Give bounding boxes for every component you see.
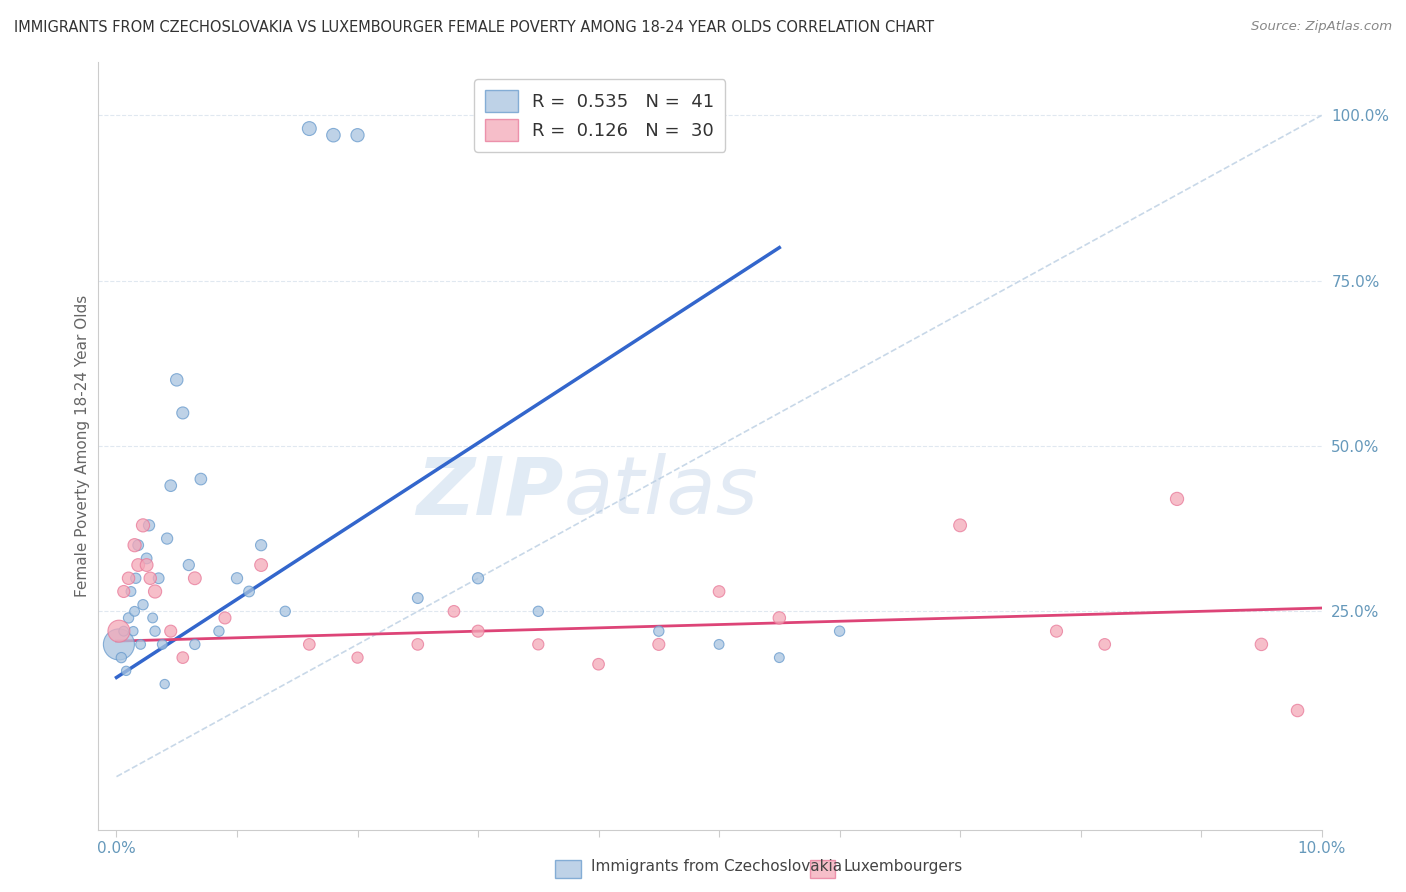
Point (1094, 637, 1116, 651)
Point (132, 598, 155, 612)
Point (115, 664, 138, 678)
Point (177, 558, 200, 572)
Point (184, 637, 207, 651)
Point (274, 604, 297, 618)
Point (250, 558, 273, 572)
Point (949, 518, 972, 533)
Point (125, 571, 148, 585)
Point (184, 571, 207, 585)
Point (406, 591, 429, 606)
Point (238, 584, 260, 599)
Point (148, 571, 170, 585)
Point (159, 478, 181, 492)
Point (226, 571, 249, 585)
Point (150, 637, 173, 651)
Point (467, 571, 489, 585)
Point (127, 558, 149, 572)
Point (156, 532, 179, 546)
Point (122, 624, 145, 639)
Point (298, 637, 321, 651)
Point (707, 584, 730, 599)
Point (214, 611, 236, 625)
Point (159, 624, 181, 639)
Text: Immigrants from Czechoslovakia: Immigrants from Czechoslovakia (591, 859, 842, 874)
Point (322, 128, 344, 143)
Point (124, 604, 146, 618)
Point (768, 611, 790, 625)
Text: atlas: atlas (564, 453, 758, 531)
Point (707, 637, 730, 651)
Point (828, 624, 851, 639)
Point (139, 571, 162, 585)
Text: Source: ZipAtlas.com: Source: ZipAtlas.com (1251, 20, 1392, 33)
Point (117, 571, 139, 585)
Point (127, 538, 149, 552)
Point (648, 624, 671, 639)
Point (588, 657, 610, 672)
Point (153, 677, 176, 691)
Point (120, 584, 142, 599)
Legend: R =  0.535   N =  41, R =  0.126   N =  30: R = 0.535 N = 41, R = 0.126 N = 30 (474, 79, 725, 152)
Point (108, 624, 131, 639)
Y-axis label: Female Poverty Among 18-24 Year Olds: Female Poverty Among 18-24 Year Olds (75, 295, 90, 597)
Point (143, 624, 166, 639)
Point (172, 406, 194, 420)
Point (110, 650, 132, 665)
Point (1045, 624, 1067, 639)
Point (527, 637, 550, 651)
Point (135, 551, 157, 566)
Point (1250, 637, 1272, 651)
Point (648, 637, 671, 651)
Text: ZIP: ZIP (416, 453, 564, 531)
Point (108, 637, 131, 651)
Point (346, 128, 368, 143)
Point (142, 611, 165, 625)
Point (443, 604, 465, 618)
Point (250, 538, 273, 552)
Point (117, 611, 139, 625)
Text: IMMIGRANTS FROM CZECHOSLOVAKIA VS LUXEMBOURGER FEMALE POVERTY AMONG 18-24 YEAR O: IMMIGRANTS FROM CZECHOSLOVAKIA VS LUXEMB… (14, 20, 934, 35)
Point (124, 538, 146, 552)
Point (135, 558, 157, 572)
Point (527, 604, 550, 618)
Point (467, 624, 489, 639)
Point (406, 637, 429, 651)
Point (143, 584, 166, 599)
Point (1166, 491, 1188, 506)
Point (208, 624, 231, 639)
Point (346, 650, 368, 665)
Point (768, 650, 790, 665)
Point (166, 373, 188, 387)
Point (172, 650, 194, 665)
Text: Luxembourgers: Luxembourgers (844, 859, 963, 874)
Point (132, 518, 155, 533)
Point (1286, 704, 1309, 718)
Point (112, 584, 135, 599)
Point (112, 624, 135, 639)
Point (129, 637, 152, 651)
Point (298, 121, 321, 136)
Point (138, 518, 160, 533)
Point (190, 472, 212, 486)
